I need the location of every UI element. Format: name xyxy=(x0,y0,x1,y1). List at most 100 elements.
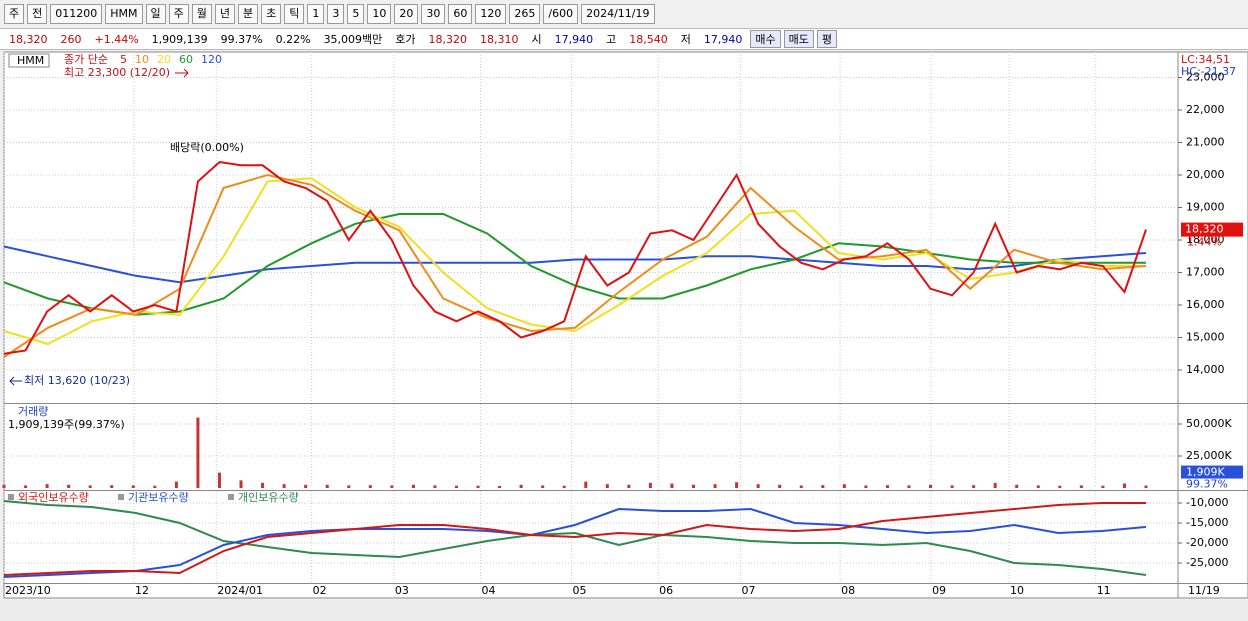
series-line xyxy=(3,500,1147,576)
info-value: 18,310 xyxy=(480,32,519,46)
axis-bg xyxy=(1177,51,1248,599)
series-line xyxy=(3,173,1147,358)
y-tick-label: -20,000 xyxy=(1186,536,1228,549)
info-value: 18,320 xyxy=(9,32,48,46)
toolbar-item[interactable]: 1 xyxy=(307,4,325,24)
volume-bar xyxy=(1101,485,1105,488)
toolbar-item[interactable]: 초 xyxy=(261,4,282,24)
toolbar-item[interactable]: 20 xyxy=(394,4,419,24)
toolbar-item[interactable]: 주 xyxy=(4,4,25,24)
volume-bar xyxy=(562,485,566,488)
volume-bar xyxy=(196,417,200,488)
volume-bar xyxy=(950,485,954,488)
legend-item: 20 xyxy=(157,53,171,66)
toolbar-item[interactable]: 분 xyxy=(238,4,259,24)
toolbar-item[interactable]: 265 xyxy=(509,4,541,24)
arrow xyxy=(175,68,189,78)
toolbar-item[interactable]: 120 xyxy=(475,4,507,24)
y-tick-label: 19,000 xyxy=(1186,201,1225,214)
toolbar-item[interactable]: /600 xyxy=(543,4,579,24)
legend-item: 5 xyxy=(120,53,127,66)
legend-swatch xyxy=(118,494,124,500)
y-tick-label: -10,000 xyxy=(1186,496,1228,509)
volume-bar xyxy=(799,485,803,488)
toolbar-item[interactable]: 30 xyxy=(421,4,446,24)
volume-bar xyxy=(261,482,265,488)
x-tick-label: 11 xyxy=(1097,584,1111,597)
annotation: 최고 23,300 (12/20) xyxy=(64,66,170,79)
toolbar-item[interactable]: 월 xyxy=(191,4,212,24)
info-value: 1,909,139 xyxy=(151,32,208,46)
toolbar-item[interactable]: 011200 xyxy=(50,4,103,24)
chart-title: HMM xyxy=(17,54,44,67)
toolbar-item[interactable]: 전 xyxy=(27,4,48,24)
volume-bar xyxy=(24,485,28,488)
volume-bar xyxy=(304,484,308,488)
info-value: 17,940 xyxy=(703,32,743,46)
info-value: +1.44% xyxy=(94,32,139,46)
x-tick-label: 07 xyxy=(741,584,755,597)
volume-bar xyxy=(433,485,437,488)
volume-bar xyxy=(713,484,717,488)
y-tick-label: 14,000 xyxy=(1186,363,1225,376)
volume-bar xyxy=(45,484,49,488)
series-line xyxy=(3,507,1147,578)
symbol-box xyxy=(8,53,50,68)
toolbar-item[interactable]: 틱 xyxy=(284,4,305,24)
volume-bar xyxy=(648,482,652,488)
toolbar-item[interactable]: 60 xyxy=(448,4,473,24)
info-value: 18,320 xyxy=(428,32,468,46)
y-tick-label: 22,000 xyxy=(1186,103,1225,116)
legend-item: 60 xyxy=(179,53,193,66)
y-tick-label: 50,000K xyxy=(1186,417,1232,430)
toolbar-item[interactable]: 10 xyxy=(367,4,392,24)
order-button[interactable]: 평 xyxy=(816,30,838,48)
volume-bar xyxy=(174,481,178,488)
info-value: 호가 xyxy=(395,33,416,46)
toolbar-item[interactable]: 년 xyxy=(214,4,236,24)
y-tick-label: -25,000 xyxy=(1186,556,1228,569)
toolbar-item[interactable]: 5 xyxy=(347,4,365,24)
volume-bar xyxy=(2,484,6,488)
legend-prefix: 종가 단순 xyxy=(64,53,108,66)
info-value: 시 xyxy=(531,33,542,46)
volume-bar xyxy=(476,485,480,488)
toolbar-item[interactable]: HMM xyxy=(105,4,143,24)
change-label: 1.44% xyxy=(1187,236,1222,249)
volume-bar xyxy=(864,485,868,488)
series-line xyxy=(3,245,1147,284)
volume-bar xyxy=(541,485,545,488)
volume-bar xyxy=(390,485,394,488)
volume-bar xyxy=(282,484,286,488)
info-value: 17,940 xyxy=(554,32,594,46)
x-tick-label: 05 xyxy=(573,584,587,597)
info-value: 18,540 xyxy=(629,32,668,46)
scrollbar[interactable] xyxy=(0,600,1248,621)
toolbar-item[interactable]: 주 xyxy=(168,4,189,24)
last-volume: 1,909K xyxy=(1186,466,1225,479)
toolbar-item[interactable]: 2024/11/19 xyxy=(581,4,655,24)
hc-label: HC:-21,37 xyxy=(1181,65,1236,78)
volume-bar xyxy=(605,484,609,488)
panel-title: 거래량 xyxy=(18,405,48,418)
legend-swatch xyxy=(228,494,234,500)
order-button[interactable]: 매수 xyxy=(750,30,781,48)
toolbar-item[interactable]: 3 xyxy=(327,4,345,24)
volume-bar xyxy=(907,485,911,488)
volume-bar xyxy=(885,485,889,488)
y-tick-label: 23,000 xyxy=(1186,71,1225,84)
x-end-label: 11/19 xyxy=(1188,584,1220,597)
legend-item: 120 xyxy=(201,53,222,66)
panel-subtitle: 1,909,139주(99.37%) xyxy=(8,418,125,431)
x-tick-label: 03 xyxy=(395,584,409,597)
order-button[interactable]: 매도 xyxy=(783,30,814,48)
info-value: 고 xyxy=(606,33,617,46)
plot-bg xyxy=(3,51,1179,599)
toolbar-item[interactable]: 일 xyxy=(145,4,166,24)
volume-bar xyxy=(1079,485,1083,488)
last-price: 18,320 xyxy=(1185,223,1224,236)
y-tick-label: 16,000 xyxy=(1186,298,1225,311)
volume-bar xyxy=(1144,485,1148,488)
lc-label: LC:34,51 xyxy=(1181,53,1230,66)
